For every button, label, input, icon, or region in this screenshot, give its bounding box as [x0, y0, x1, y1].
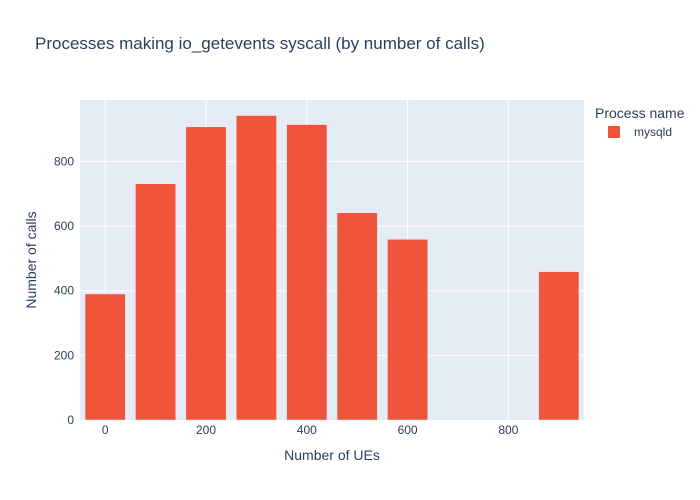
bar-0[interactable]	[84, 293, 126, 421]
x-axis-ticks: 0 200 400 600 800	[102, 423, 519, 437]
y-tick-label: 200	[54, 348, 74, 362]
y-tick-label: 0	[67, 413, 74, 427]
chart-title: Processes making io_getevents syscall (b…	[35, 34, 485, 53]
y-axis-title: Number of calls	[23, 211, 39, 308]
y-tick-label: 400	[54, 284, 74, 298]
x-tick-label: 400	[297, 423, 317, 437]
bar-200[interactable]	[185, 126, 227, 421]
x-tick-label: 0	[102, 423, 109, 437]
legend-swatch	[608, 126, 620, 138]
legend-title: Process name	[595, 105, 685, 121]
bar-300[interactable]	[235, 115, 277, 421]
x-tick-label: 800	[498, 423, 518, 437]
legend-label: mysqld	[634, 125, 673, 139]
bar-100[interactable]	[135, 183, 177, 421]
bar-900[interactable]	[538, 271, 580, 421]
x-tick-label: 200	[196, 423, 216, 437]
bar-600[interactable]	[387, 239, 429, 421]
x-axis-title: Number of UEs	[284, 447, 380, 463]
y-axis-ticks: 0 200 400 600 800	[54, 154, 74, 427]
bar-500[interactable]	[336, 212, 378, 421]
y-tick-label: 800	[54, 154, 74, 168]
bar-400[interactable]	[286, 124, 328, 421]
y-tick-label: 600	[54, 219, 74, 233]
bars	[84, 115, 580, 421]
legend-item-mysqld[interactable]: mysqld	[608, 125, 672, 139]
x-tick-label: 600	[398, 423, 418, 437]
